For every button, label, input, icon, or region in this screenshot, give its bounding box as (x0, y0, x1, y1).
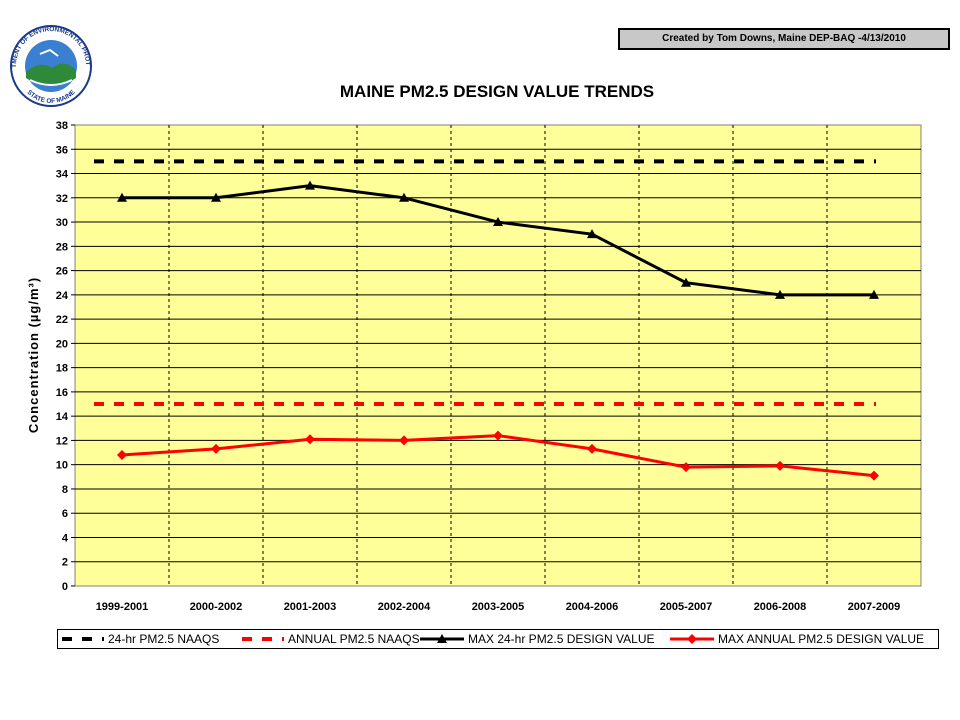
data-point (587, 443, 597, 454)
x-tick-label: 2005-2007 (660, 601, 713, 613)
y-tick-label: 28 (56, 241, 68, 253)
legend-label: ANNUAL PM2.5 NAAQS (288, 632, 420, 646)
legend-item: 24-hr PM2.5 NAAQS (60, 630, 219, 648)
plot-area (74, 124, 922, 587)
legend-item: MAX ANNUAL PM2.5 DESIGN VALUE (670, 630, 924, 648)
y-tick-label: 14 (56, 411, 69, 423)
maine-dep-seal-icon: DEPARTMENT OF ENVIRONMENTAL PROTECTION S… (0, 0, 92, 107)
x-tick-label: 2006-2008 (754, 601, 807, 613)
chart-title: MAINE PM2.5 DESIGN VALUE TRENDS (340, 82, 654, 101)
y-tick-label: 18 (56, 363, 68, 375)
legend-swatch (420, 634, 464, 643)
credit-text: Created by Tom Downs, Maine DEP-BAQ -4/1… (662, 33, 906, 44)
y-tick-label: 36 (56, 144, 68, 156)
data-point (399, 192, 409, 202)
y-tick-label: 6 (62, 508, 68, 520)
legend-label: MAX ANNUAL PM2.5 DESIGN VALUE (718, 632, 925, 646)
credit-box: Created by Tom Downs, Maine DEP-BAQ -4/1… (618, 28, 950, 50)
y-tick-label: 26 (56, 266, 68, 278)
x-tick-label: 2001-2003 (284, 601, 337, 613)
y-tick-label: 34 (56, 169, 69, 181)
data-point (305, 434, 315, 445)
x-tick-label: 2002-2004 (378, 601, 431, 613)
legend-swatch-marker (437, 634, 447, 643)
x-tick-label: 1999-2001 (96, 601, 149, 613)
data-point (117, 192, 127, 202)
data-point (869, 470, 879, 481)
x-tick-label: 2007-2009 (848, 601, 901, 613)
data-point (681, 462, 691, 473)
data-point (493, 217, 503, 227)
y-tick-label: 4 (62, 532, 69, 544)
data-point (305, 180, 315, 190)
y-tick-label: 10 (56, 460, 68, 472)
series-layer (94, 159, 879, 481)
data-point (775, 289, 785, 299)
y-tick-label: 12 (56, 435, 68, 447)
legend-item: MAX 24-hr PM2.5 DESIGN VALUE (420, 630, 655, 648)
data-point (399, 435, 409, 446)
y-tick-label: 20 (56, 338, 68, 350)
data-point (869, 289, 879, 299)
data-point (117, 449, 127, 460)
legend-label: MAX 24-hr PM2.5 DESIGN VALUE (468, 632, 655, 646)
y-tick-label: 22 (56, 314, 68, 326)
legend-item: ANNUAL PM2.5 NAAQS (240, 630, 420, 648)
y-tick-label: 30 (56, 217, 68, 229)
y-axis-label: Concentration (µg/m³) (26, 277, 41, 433)
data-point (587, 229, 597, 239)
y-tick-label: 24 (56, 290, 69, 302)
data-point (493, 430, 503, 441)
data-point (211, 443, 221, 454)
legend-swatch (670, 634, 714, 644)
y-tick-label: 38 (56, 120, 68, 132)
y-tick-label: 16 (56, 387, 68, 399)
data-point (681, 277, 691, 287)
x-tick-label: 2003-2005 (472, 601, 525, 613)
legend: 24-hr PM2.5 NAAQS ANNUAL PM2.5 NAAQS MAX 2… (57, 629, 939, 649)
x-tick-label: 2000-2002 (190, 601, 243, 613)
y-tick-label: 8 (62, 484, 68, 496)
y-tick-label: 32 (56, 193, 68, 205)
series-2 (117, 180, 879, 299)
data-point (211, 192, 221, 202)
legend-swatch-marker (687, 634, 697, 644)
data-point (775, 460, 785, 471)
x-tick-label: 2004-2006 (566, 601, 619, 613)
legend-swatch (62, 637, 104, 641)
y-tick-label: 0 (62, 581, 68, 593)
legend-swatch (242, 637, 284, 641)
legend-label: 24-hr PM2.5 NAAQS (108, 632, 220, 646)
y-tick-label: 2 (62, 557, 68, 569)
x-axis: 1999-2001 2000-2002 2001-2003 2002-2004 2003… (96, 601, 901, 613)
series-3 (117, 430, 879, 481)
